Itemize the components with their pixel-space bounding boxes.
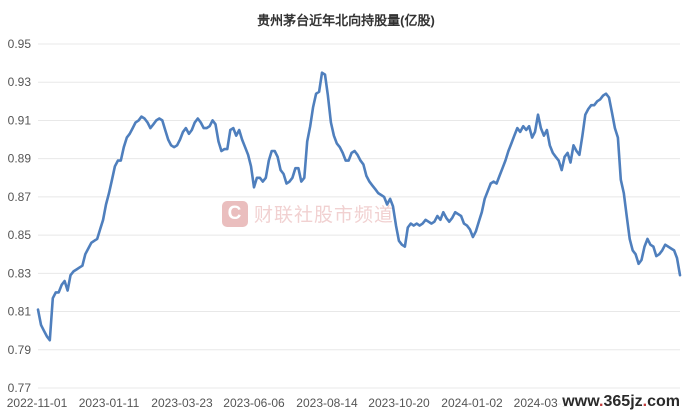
badge-dot-1: . [599, 393, 604, 410]
y-tick-label: 0.91 [8, 113, 32, 127]
badge-tld: com [647, 393, 680, 410]
y-tick-label: 0.85 [8, 228, 32, 242]
badge-domain: 365jz [603, 393, 643, 410]
y-tick-label: 0.79 [8, 343, 32, 357]
x-tick-label: 2023-10-20 [368, 396, 430, 410]
y-tick-label: 0.81 [8, 305, 32, 319]
x-tick-label: 2023-06-06 [223, 396, 285, 410]
series-layer [36, 71, 682, 342]
badge-dot-2: . [642, 393, 648, 410]
x-tick-label: 2023-03-23 [151, 396, 213, 410]
site-badge: www.365jz.com [558, 392, 684, 412]
y-axis-ticks: 0.95 0.93 0.91 0.89 0.87 0.85 0.83 0.81 0.79 0.77 [8, 37, 32, 395]
x-tick-label: 2024-01-02 [441, 396, 503, 410]
gridlines [38, 43, 680, 389]
x-tick-label: 2023-08-14 [296, 396, 358, 410]
y-tick-label: 0.77 [8, 381, 32, 395]
y-tick-label: 0.95 [8, 37, 32, 51]
x-tick-label: 2024-03-1 [514, 396, 569, 410]
series-line [36, 71, 682, 342]
badge-prefix: www [562, 393, 600, 410]
y-tick-label: 0.89 [8, 152, 32, 166]
y-tick-label: 0.93 [8, 75, 32, 89]
x-axis-ticks: 2022-11-01 2023-01-11 2023-03-23 2023-06-06… [7, 396, 569, 410]
x-tick-label: 2022-11-01 [7, 396, 68, 410]
chart-title: 贵州茅台近年北向持股量(亿股) [257, 13, 435, 28]
x-tick-label: 2023-01-11 [79, 396, 140, 410]
y-tick-label: 0.83 [8, 266, 32, 280]
y-tick-label: 0.87 [8, 190, 32, 204]
